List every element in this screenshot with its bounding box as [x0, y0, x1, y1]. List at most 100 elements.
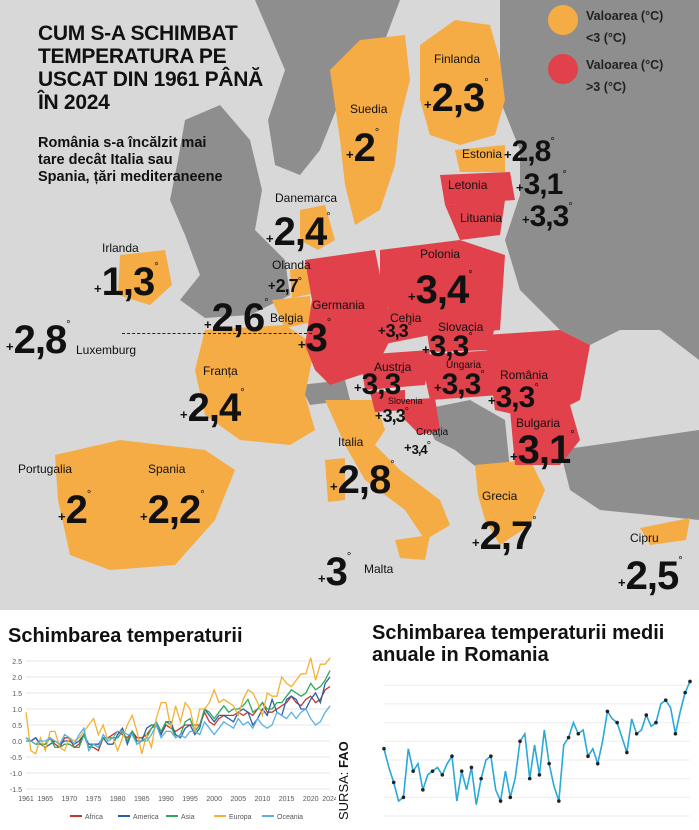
x-tick-label: 1965	[38, 796, 54, 803]
data-point	[430, 769, 435, 773]
label-danemarca: Danemarca	[275, 191, 338, 205]
romania-series-line	[383, 681, 691, 805]
data-point	[634, 731, 639, 736]
data-point	[382, 746, 386, 751]
data-point	[440, 773, 445, 777]
map-subtitle: România s-a încălzit mai tare decât Ital…	[38, 135, 223, 185]
data-point	[566, 735, 571, 740]
y-tick-label: 0.5	[12, 723, 22, 730]
data-point	[401, 795, 406, 800]
x-tick-label: 2005	[231, 796, 247, 803]
data-point	[625, 750, 629, 755]
legend-low-sub: <3 (°C)	[586, 31, 627, 45]
shape-italia	[325, 400, 450, 540]
label-suedia: Suedia	[350, 102, 388, 116]
value-romania: +3,3°	[488, 381, 539, 414]
shape-franta	[195, 325, 315, 445]
y-tick-label: -1.0	[10, 771, 22, 778]
shape-danemarca	[300, 205, 335, 250]
shape-finlanda	[420, 20, 505, 145]
value-estonia: +2,8°	[504, 135, 555, 168]
data-point	[450, 754, 454, 759]
legend-low: Valoarea (°C) <3 (°C)	[548, 5, 663, 49]
land-turkey	[560, 430, 699, 520]
legend-label: America	[133, 814, 159, 821]
data-point	[688, 679, 692, 684]
x-tick-label: 1990	[158, 796, 174, 803]
value-finlanda: +2,3°	[424, 76, 489, 120]
x-tick-label: 1975	[86, 796, 102, 803]
shape-grecia	[475, 460, 545, 545]
value-croatia: +3,4°	[404, 440, 432, 457]
x-tick-label: 2015	[279, 796, 295, 803]
label-irlanda: Irlanda	[102, 241, 139, 255]
shape-germania	[305, 250, 395, 385]
legend-low-swatch	[548, 5, 578, 35]
value-malta: +3°	[318, 550, 352, 594]
x-tick-label: 2024	[322, 796, 336, 803]
y-tick-label: 2.0	[12, 675, 22, 682]
value-belgia: +2,6°	[204, 296, 269, 340]
label-grecia: Grecia	[482, 489, 518, 503]
value-cipru: +2,5°	[618, 554, 683, 598]
label-finlanda: Finlanda	[434, 52, 481, 66]
shape-sardinia	[325, 458, 345, 502]
label-polonia: Polonia	[420, 247, 461, 261]
value-grecia: +2,7°	[472, 514, 537, 558]
legend-label: Asia	[181, 814, 195, 821]
label-croatia: Croația	[416, 427, 449, 438]
data-point	[586, 754, 590, 759]
label-germania: Germania	[312, 298, 365, 312]
x-tick-label: 1980	[110, 796, 126, 803]
value-letonia: +3,1°	[516, 168, 567, 201]
label-malta: Malta	[364, 562, 394, 576]
source-credit: SURSA: FAO	[336, 741, 351, 820]
legend-high-label: Valoarea (°C)	[586, 58, 664, 72]
value-lituania: +3,3°	[522, 200, 573, 233]
shape-letonia	[440, 172, 515, 205]
chart-romania	[382, 679, 692, 817]
label-letonia: Letonia	[448, 178, 488, 192]
data-point	[547, 761, 551, 766]
x-tick-label: 1961	[18, 796, 34, 803]
shape-cipru	[640, 518, 690, 545]
x-tick-label: 1970	[62, 796, 78, 803]
map-title: CUM S-A SCHIMBAT TEMPERATURA PE USCAT DI…	[38, 22, 263, 114]
land-africa	[0, 590, 699, 610]
legend-label: Europa	[229, 814, 252, 821]
shape-belgia	[272, 296, 312, 328]
data-point	[615, 720, 619, 725]
luxemburg-leader-line	[122, 333, 312, 334]
label-cipru: Cipru	[630, 531, 659, 545]
value-spania: +2,2°	[140, 488, 205, 532]
value-slovacia: +3,3°	[422, 330, 473, 363]
data-point	[527, 776, 532, 781]
shape-croatia	[400, 398, 440, 435]
data-point	[421, 788, 425, 792]
shape-romania	[485, 330, 590, 420]
label-spania: Spania	[148, 462, 186, 476]
x-tick-label: 1985	[134, 796, 150, 803]
land-swiss	[300, 380, 350, 405]
data-point	[498, 799, 503, 803]
value-ungaria: +3,3°	[434, 368, 485, 401]
legend-high-sub: >3 (°C)	[586, 80, 627, 94]
x-tick-label: 2020	[303, 796, 319, 803]
value-polonia: +3,4°	[408, 268, 473, 312]
value-slovenia: +3,3°	[375, 406, 410, 426]
shape-estonia	[455, 145, 505, 172]
data-point	[459, 769, 464, 773]
data-point	[605, 709, 610, 714]
label-slovacia: Slovacia	[438, 320, 484, 334]
value-austria: +3,3°	[354, 368, 405, 401]
y-tick-label: 1.5	[12, 691, 22, 698]
data-point	[683, 690, 687, 695]
y-tick-label: 2.5	[12, 659, 22, 666]
value-portugalia: +2°	[58, 488, 92, 532]
legend-low-label: Valoarea (°C)	[586, 9, 664, 23]
shape-lituania	[445, 200, 505, 240]
data-point	[489, 754, 493, 759]
value-italia: +2,8°	[330, 458, 395, 502]
y-tick-label: -1.5	[10, 787, 22, 794]
legend-high: Valoarea (°C) >3 (°C)	[548, 54, 663, 98]
